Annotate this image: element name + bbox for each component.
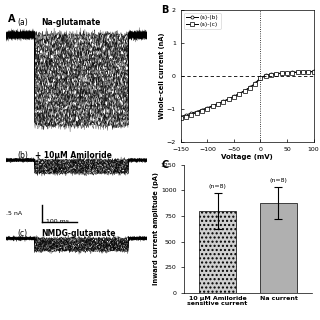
(a)-(b) — [296, 70, 300, 74]
Text: .5 nA: .5 nA — [6, 211, 22, 216]
(a)-(b) — [275, 72, 278, 76]
X-axis label: Voltage (mV): Voltage (mV) — [221, 154, 273, 160]
(a)-(c) — [211, 104, 215, 108]
(a)-(b) — [237, 92, 241, 95]
(a)-(b) — [195, 110, 199, 114]
(a)-(b) — [232, 94, 236, 98]
(a)-(b) — [253, 81, 257, 85]
Text: Na-glutamate: Na-glutamate — [42, 18, 101, 27]
(a)-(c) — [184, 115, 188, 118]
(a)-(b) — [200, 108, 204, 111]
(a)-(c) — [312, 70, 316, 74]
Text: (b): (b) — [18, 151, 28, 160]
(a)-(c) — [291, 71, 294, 75]
(a)-(c) — [227, 97, 230, 101]
(a)-(c) — [301, 70, 305, 74]
Text: A: A — [8, 14, 15, 24]
(a)-(b) — [221, 99, 225, 103]
(a)-(c) — [243, 89, 246, 93]
(a)-(c) — [200, 108, 204, 112]
Line: (a)-(c): (a)-(c) — [179, 70, 315, 120]
(a)-(c) — [264, 74, 268, 77]
(a)-(b) — [312, 69, 316, 73]
(a)-(b) — [243, 89, 246, 92]
(a)-(b) — [184, 113, 188, 117]
Text: 100 ms: 100 ms — [46, 219, 69, 224]
(a)-(c) — [248, 86, 252, 90]
Legend: (a)-(b), (a)-(c): (a)-(b), (a)-(c) — [184, 12, 220, 29]
(a)-(b) — [205, 106, 209, 110]
Text: (n=8): (n=8) — [209, 184, 227, 189]
Y-axis label: Whole-cell current (nA): Whole-cell current (nA) — [159, 33, 165, 119]
Line: (a)-(b): (a)-(b) — [179, 70, 315, 118]
(a)-(b) — [211, 104, 215, 108]
(a)-(b) — [189, 111, 193, 115]
(a)-(b) — [259, 76, 262, 80]
Bar — [199, 211, 236, 293]
Y-axis label: Inward current amplitude (pA): Inward current amplitude (pA) — [153, 172, 159, 285]
(a)-(c) — [205, 107, 209, 110]
(a)-(c) — [179, 116, 183, 120]
(a)-(c) — [285, 71, 289, 75]
(a)-(c) — [216, 102, 220, 106]
Bar — [260, 203, 297, 293]
(a)-(b) — [301, 70, 305, 74]
Text: NMDG-glutamate: NMDG-glutamate — [42, 229, 116, 238]
(a)-(c) — [237, 92, 241, 96]
(a)-(b) — [306, 70, 310, 74]
Text: + 10μM Amiloride: + 10μM Amiloride — [35, 151, 112, 160]
(a)-(b) — [227, 97, 230, 101]
(a)-(b) — [264, 73, 268, 77]
Text: (c): (c) — [18, 229, 28, 238]
(a)-(c) — [269, 73, 273, 76]
(a)-(c) — [253, 82, 257, 86]
Text: B: B — [162, 5, 169, 15]
(a)-(b) — [179, 115, 183, 118]
(a)-(b) — [248, 85, 252, 89]
(a)-(b) — [280, 71, 284, 75]
(a)-(c) — [221, 100, 225, 103]
Text: (a): (a) — [18, 18, 28, 27]
(a)-(c) — [195, 111, 199, 115]
Text: (n=8): (n=8) — [269, 178, 287, 183]
(a)-(c) — [275, 72, 278, 76]
Text: C: C — [162, 160, 169, 170]
(a)-(c) — [296, 70, 300, 74]
(a)-(b) — [285, 71, 289, 75]
(a)-(c) — [280, 71, 284, 75]
(a)-(b) — [269, 72, 273, 76]
(a)-(b) — [291, 70, 294, 74]
(a)-(c) — [232, 95, 236, 99]
(a)-(b) — [216, 102, 220, 106]
(a)-(c) — [306, 70, 310, 74]
(a)-(c) — [189, 113, 193, 116]
(a)-(c) — [259, 76, 262, 80]
